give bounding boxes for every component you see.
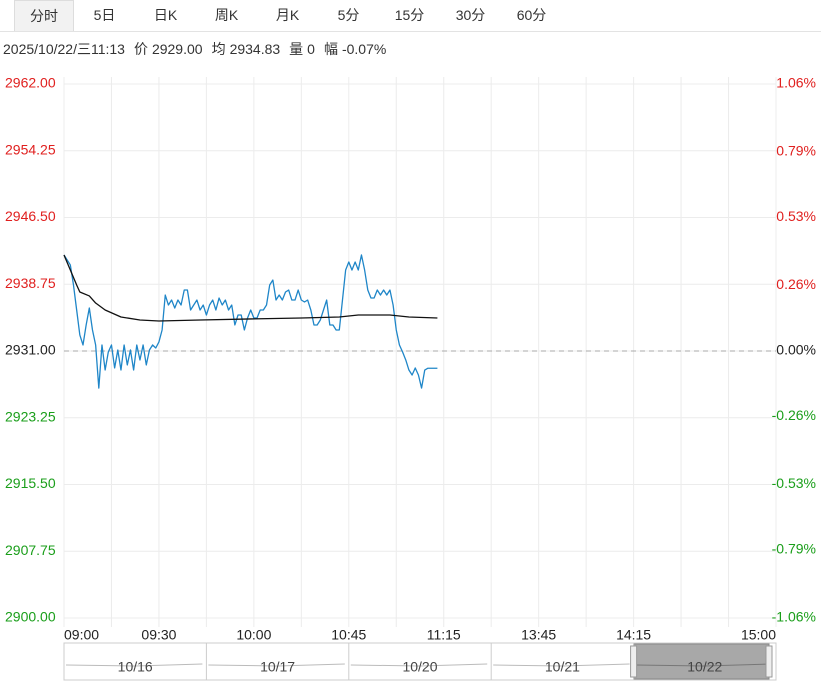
tab[interactable]: 15分 — [394, 7, 425, 23]
navigator-handle — [630, 645, 638, 678]
tab[interactable]: 30分 — [455, 7, 486, 23]
navigator-date: 10/21 — [545, 659, 580, 675]
navigator-handle — [765, 645, 773, 678]
y-tick-label: 2931.00 — [5, 342, 56, 358]
info-value: 2934.83 — [229, 41, 281, 57]
info-value: -0.07% — [341, 41, 387, 57]
navigator-date: 10/17 — [260, 659, 295, 675]
navigator-trace — [635, 663, 773, 667]
y2-tick-label: 0.53% — [776, 208, 816, 224]
tab-bar: 分时 5日 日K 周K 月K 5分 15分 30分 60分 — [0, 0, 821, 32]
y2-tick-label: -0.53% — [772, 475, 816, 491]
x-tick-label: 09:30 — [141, 627, 176, 643]
info-value: 2929.00 — [151, 41, 203, 57]
x-tick-label: 15:00 — [741, 627, 776, 643]
y-tick-label: 2954.25 — [5, 141, 56, 157]
info-label: 均 — [211, 41, 226, 57]
tab[interactable]: 60分 — [516, 7, 547, 23]
x-tick-label: 10:45 — [331, 627, 366, 643]
navigator-trace — [493, 663, 630, 667]
price-line — [63, 254, 438, 322]
x-tick-label: 14:15 — [616, 627, 651, 643]
x-tick-label: 13:45 — [521, 627, 556, 643]
y-tick-label: 2946.50 — [5, 208, 56, 224]
info-label: 幅 — [323, 41, 338, 57]
y-tick-label: 2938.75 — [5, 275, 56, 291]
y2-tick-label: -0.79% — [772, 541, 816, 557]
x-tick-label: 10:00 — [236, 627, 271, 643]
navigator-trace — [208, 663, 345, 667]
info-item: 均 2934.83 — [212, 38, 281, 60]
tab[interactable]: 月K — [275, 7, 300, 23]
navigator-date: 10/22 — [687, 659, 722, 675]
x-tick-label: 11:15 — [427, 627, 461, 643]
y2-tick-label: -1.06% — [772, 609, 816, 625]
info-label: 价 — [133, 41, 148, 57]
info-item: 幅 -0.07% — [324, 38, 386, 60]
info-label: 量 — [289, 41, 304, 57]
tab[interactable]: 周K — [214, 7, 239, 23]
y-tick-label: 2923.25 — [5, 408, 56, 424]
tab[interactable]: 5分 — [337, 7, 360, 23]
y2-tick-label: 0.00% — [776, 342, 816, 358]
y-tick-label: 2907.75 — [5, 542, 56, 558]
y-tick-label: 2962.00 — [5, 75, 56, 91]
y2-tick-label: -0.26% — [772, 407, 816, 423]
tab[interactable]: 5日 — [93, 7, 116, 23]
x-tick-label: 09:00 — [64, 627, 99, 643]
y2-tick-label: 1.06% — [776, 75, 816, 91]
navigator-trace — [350, 663, 488, 667]
tab[interactable]: 日K — [153, 7, 178, 23]
y2-tick-label: 0.79% — [776, 143, 816, 159]
info-item: 价 2929.00 — [134, 38, 203, 60]
datetime: 2025/10/22/三11:13 — [3, 41, 125, 57]
price-line — [63, 254, 438, 389]
navigator-date: 10/20 — [402, 659, 437, 675]
navigator-date: 10/16 — [118, 659, 153, 675]
y-tick-label: 2915.50 — [5, 475, 56, 491]
y2-tick-label: 0.26% — [776, 276, 816, 292]
info-value: 0 — [307, 41, 315, 57]
y-tick-label: 2900.00 — [5, 609, 56, 625]
navigator-selection — [633, 643, 770, 680]
info-bar: 2025/10/22/三11:13 价 2929.00 均 2934.83 量 0 幅 -0.… — [3, 38, 386, 60]
navigator-trace — [65, 663, 203, 667]
tab[interactable]: 分时 — [14, 0, 74, 31]
